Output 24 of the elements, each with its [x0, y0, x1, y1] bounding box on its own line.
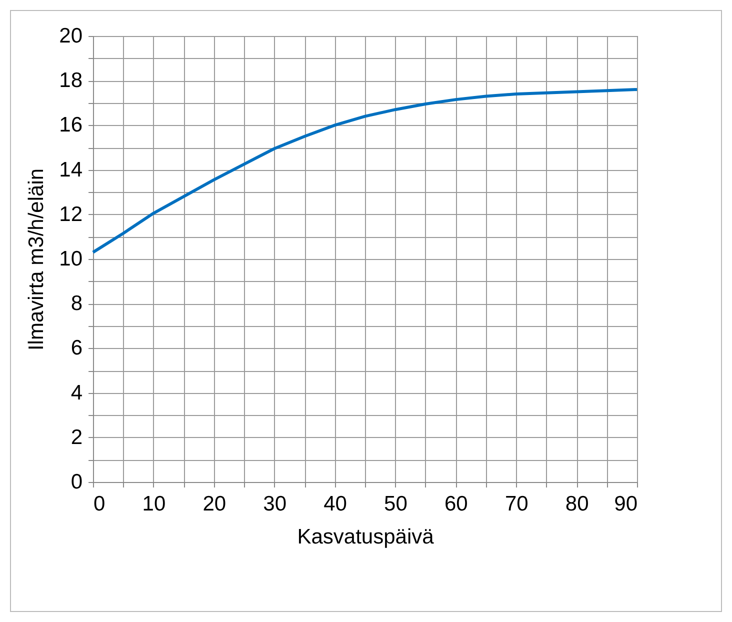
y-tick-label: 6 — [70, 336, 82, 360]
x-tick-label: 40 — [324, 492, 347, 516]
x-tick-label: 10 — [142, 492, 166, 516]
x-tick-label: 30 — [263, 492, 287, 516]
x-tick-label: 80 — [565, 492, 589, 516]
y-tick-label: 14 — [59, 158, 83, 182]
y-tick-label: 12 — [59, 202, 82, 226]
x-tick-label: 0 — [94, 492, 106, 516]
y-tick-label: 8 — [70, 292, 82, 316]
y-tick-label: 18 — [59, 69, 82, 92]
x-axis-title: Kasvatuspäivä — [297, 526, 434, 548]
y-axis-title: Ilmavirta m3/h/eläin — [25, 168, 48, 351]
y-tick-label: 10 — [59, 248, 82, 270]
y-tick-label: 0 — [70, 470, 82, 494]
y-tick-label: 20 — [59, 24, 82, 48]
y-tick-label: 4 — [70, 381, 83, 404]
x-tick-label: 90 — [614, 492, 638, 516]
y-tick-label: 16 — [59, 114, 82, 137]
x-tick-label: 50 — [384, 492, 408, 516]
x-tick-label: 70 — [504, 492, 528, 516]
x-tick-label: 20 — [202, 492, 226, 516]
x-tick-label: 60 — [444, 492, 468, 516]
line-series — [92, 88, 638, 254]
y-tick-label: 2 — [70, 426, 82, 449]
